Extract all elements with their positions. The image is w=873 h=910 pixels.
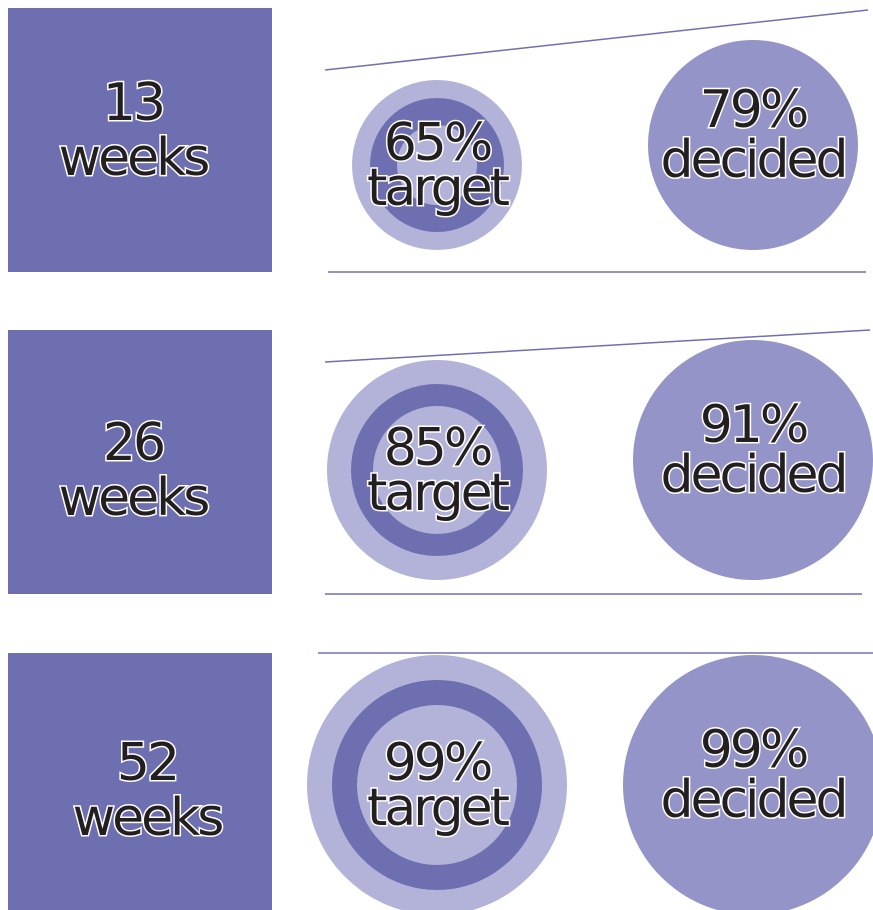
target-ring <box>373 406 501 534</box>
divider-line <box>324 9 869 71</box>
period-unit: weeks <box>59 468 209 528</box>
decided-percent: 99% <box>700 720 807 780</box>
decided-percent: 91% <box>700 395 807 455</box>
decided-label: decided <box>660 770 845 830</box>
period-unit: weeks <box>73 788 223 848</box>
target-percent: 85% <box>384 418 491 478</box>
decided-circle <box>648 40 858 250</box>
target-label: target <box>367 463 510 523</box>
period-box <box>8 8 272 272</box>
target-ring <box>357 705 517 865</box>
target-percent: 65% <box>384 113 491 173</box>
period-number: 13 <box>103 73 163 133</box>
period-box <box>8 653 272 910</box>
decided-label: decided <box>660 445 845 505</box>
target-label: target <box>367 158 510 218</box>
decided-circle <box>633 340 873 580</box>
divider-line <box>324 329 871 363</box>
target-ring <box>397 125 477 205</box>
decided-circle <box>623 655 873 910</box>
decided-percent: 79% <box>700 80 807 140</box>
period-number: 26 <box>103 413 163 473</box>
period-number: 52 <box>117 733 177 793</box>
decided-label: decided <box>660 130 845 190</box>
target-percent: 99% <box>384 733 491 793</box>
period-box <box>8 330 272 594</box>
target-label: target <box>367 778 510 838</box>
period-unit: weeks <box>59 128 209 188</box>
